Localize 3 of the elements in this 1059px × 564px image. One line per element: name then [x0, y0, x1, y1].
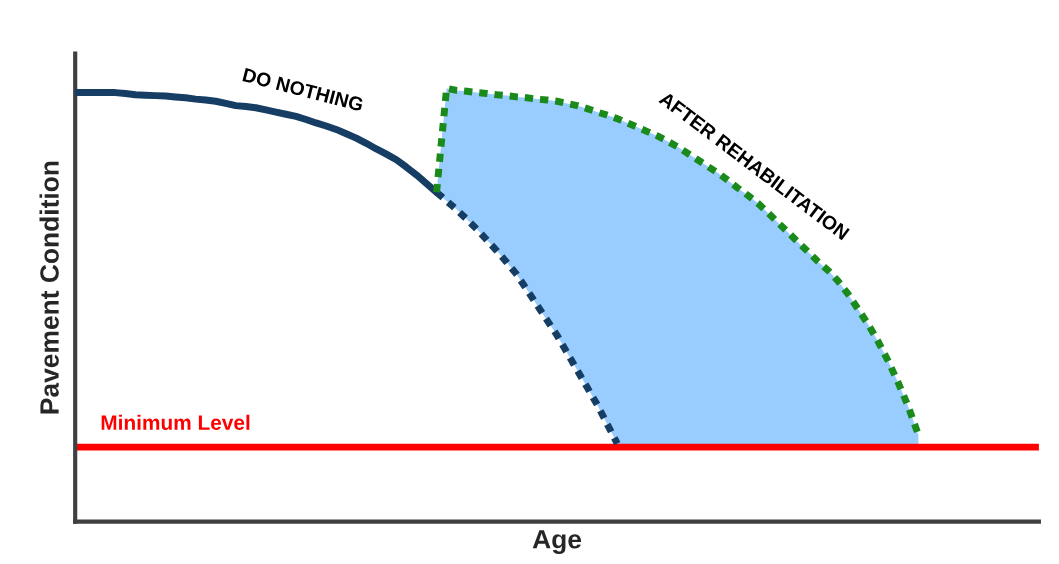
ref-line-label: Minimum Level	[101, 414, 250, 431]
y-axis-title: Pavement Condition	[39, 161, 59, 414]
x-axis-title: Age	[532, 530, 582, 554]
